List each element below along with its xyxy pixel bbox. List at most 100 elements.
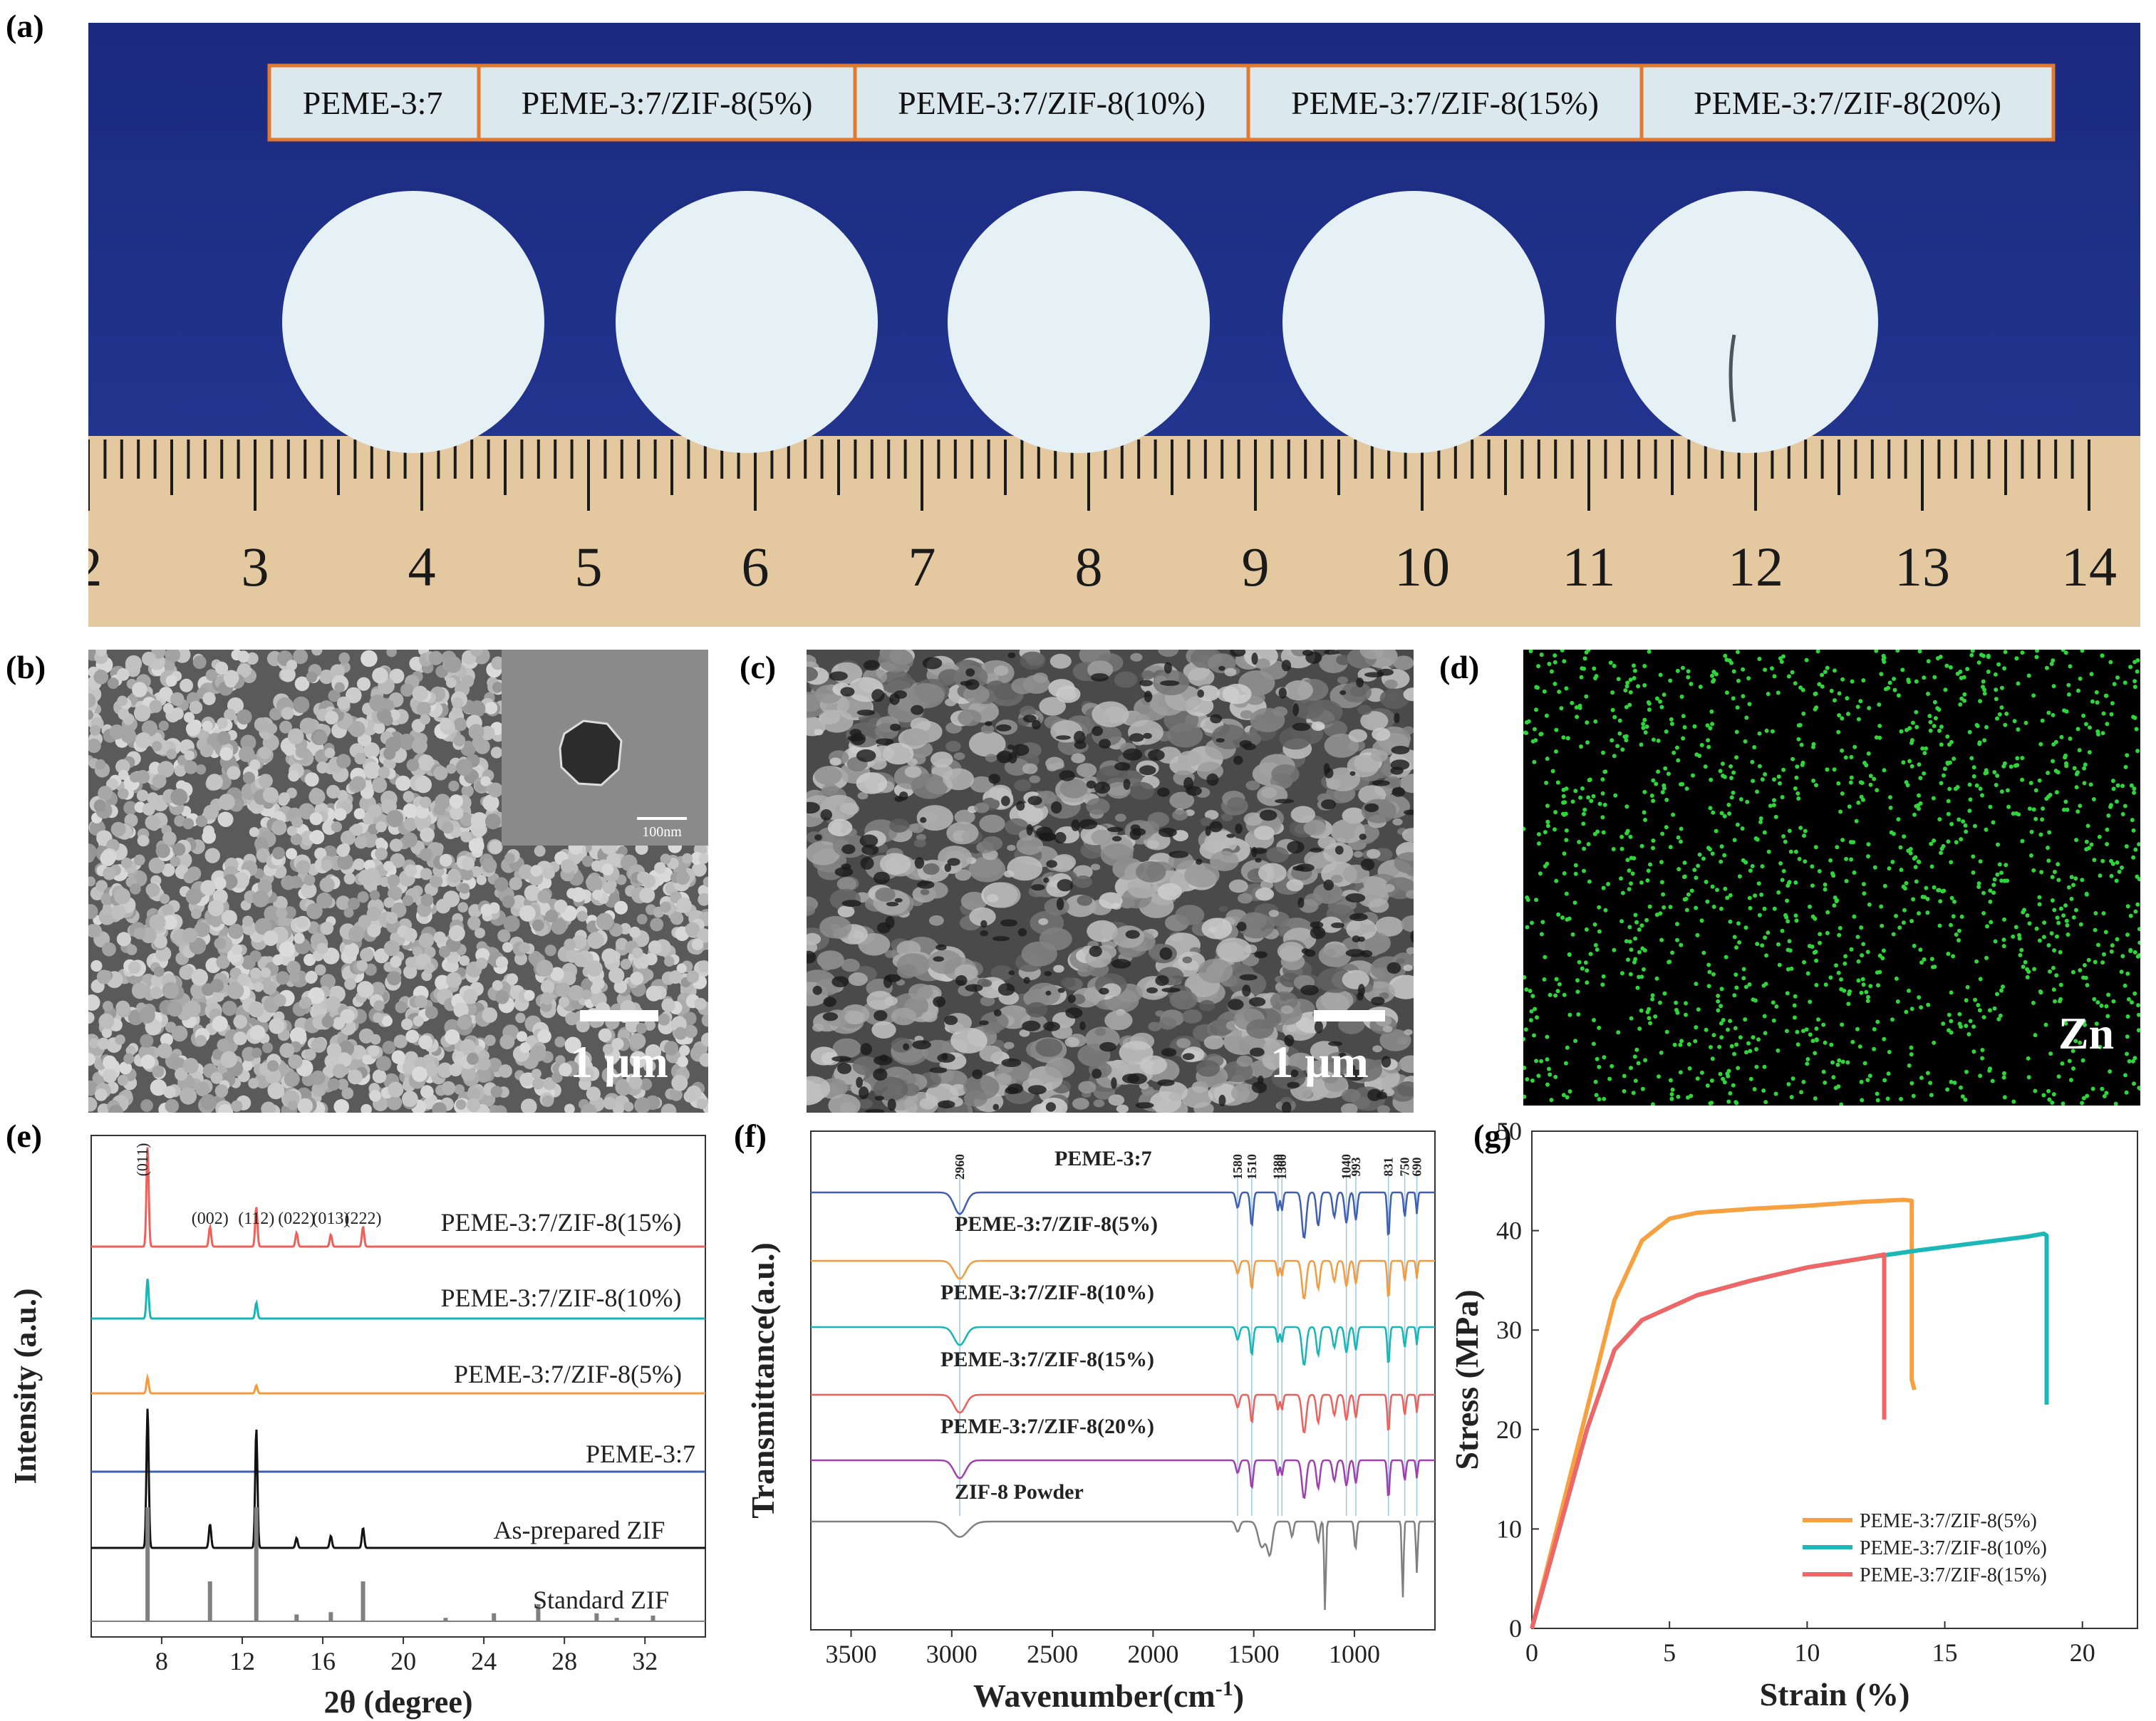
inset-scale-label: 100nm [642,824,682,840]
ss-ytick-label: 20 [1496,1415,1522,1444]
xrd-stick [254,1507,259,1621]
ss-ylabel: Stress (MPa) [1448,1289,1485,1470]
ruler-tick [2004,440,2007,495]
ruler-tick [637,440,641,479]
ruler-number: 5 [575,536,603,598]
ruler-tick [1020,440,1024,479]
ruler-tick [2054,440,2058,479]
ruler-tick [1620,440,1624,479]
ruler-tick [2071,440,2074,479]
ruler-tick [1554,440,1558,479]
ruler-tick [270,440,274,479]
ruler-tick [187,440,190,479]
xrd-series-line [91,1147,705,1248]
xrd-tick-label: 12 [229,1647,255,1675]
ruler [88,436,2140,627]
xrd-peak-label: (112) [238,1210,274,1228]
ss-legend-label: PEME-3:7/ZIF-8(5%) [1860,1510,2037,1532]
ruler-tick [487,440,490,479]
ruler-tick [787,440,790,479]
ruler-number: 10 [1394,536,1450,598]
ftir-peak-label: 1040 [1339,1154,1354,1180]
ftir-frame [810,1130,1436,1631]
ruler-tick [1254,440,1257,511]
eds-map-zn: Zn [1523,650,2140,1106]
ruler-number: 8 [1075,536,1103,598]
ruler-tick [1320,440,1324,479]
ruler-tick [1270,440,1274,479]
ruler-tick [887,440,891,479]
membranes [282,191,1878,453]
ruler-tick [720,440,724,479]
ruler-tick [370,440,373,479]
ruler-tick [88,440,90,511]
ss-legend-label: PEME-3:7/ZIF-8(15%) [1860,1564,2047,1586]
xrd-stick [361,1581,366,1621]
ruler-tick [1187,440,1191,479]
ruler-tick [137,440,140,479]
ruler-tick [153,440,157,479]
ruler-tick [903,440,907,479]
ruler-tick [1504,440,1507,495]
ftir-peak-label: 2960 [953,1154,967,1180]
xrd-tick-label: 32 [632,1647,658,1675]
ftir-series-line [811,1393,1435,1434]
sem-image-c: 1 μm [807,650,1414,1113]
ruler-tick [1870,440,1874,479]
ftir-series-label: PEME-3:7/ZIF-8(5%) [955,1212,1158,1236]
ruler-tick [1987,440,1991,479]
ss-ytick-label: 0 [1509,1614,1522,1643]
ruler-tick [987,440,990,479]
xrd-peak-label: (002) [192,1210,229,1228]
ruler-tick [1070,440,1074,479]
ss-legend-label: PEME-3:7/ZIF-8(10%) [1860,1537,2047,1559]
ftir-tick-label: 1500 [1228,1640,1280,1668]
ss-ytick-label: 50 [1496,1117,1522,1145]
panel-label-e: (e) [6,1118,43,1154]
ruler-tick [603,440,607,479]
ruler-tick [170,440,173,495]
ftir-tick-label: 2500 [1027,1640,1078,1668]
ruler-tick [921,440,923,511]
xrd-tick-label: 24 [471,1647,497,1675]
ruler-tick [1721,440,1724,479]
inset-scale-bar [637,817,687,820]
xrd-stick [328,1612,333,1621]
scale-bar-c [1314,1010,1385,1021]
ruler-tick [1820,440,1824,479]
ruler-tick [620,440,623,479]
ruler-tick [1004,440,1007,495]
ss-xtick-label: 20 [2070,1638,2095,1667]
xrd-series-label: Standard ZIF [533,1586,669,1614]
ruler-tick [286,440,290,479]
ruler-tick [1804,440,1808,479]
xrd-stick [536,1604,541,1621]
ruler-tick [1921,440,1924,511]
ruler-tick [1437,440,1441,479]
ruler-tick [937,440,940,479]
ruler-tick [203,440,207,479]
ruler-tick [754,440,757,511]
ruler-tick [1687,440,1691,479]
xrd-stick [145,1507,150,1621]
ruler-tick [1404,440,1407,479]
xrd-tick-label: 16 [310,1647,336,1675]
ruler-tick [237,440,240,479]
ss-xlabel: Strain (%) [1760,1676,1910,1712]
ftir-peak-label: 1580 [1230,1154,1245,1180]
ftir-tick-label: 1000 [1329,1640,1380,1668]
ftir-series-label: PEME-3:7 [1054,1147,1152,1170]
ruler-tick [1587,440,1590,511]
ruler-tick [337,440,340,495]
ruler-tick [1887,440,1891,479]
xrd-stick [492,1613,497,1621]
ruler-tick [1337,440,1340,495]
panel-label-c: (c) [740,649,777,685]
xrd-series-label: PEME-3:7 [586,1440,695,1468]
sample-label: PEME-3:7/ZIF-8(5%) [522,85,813,121]
scale-label-b: 1 μm [570,1036,668,1087]
ruler-tick [1054,440,1057,479]
xrd-stick [207,1581,212,1621]
ruler-ticks [88,440,2090,511]
sample-labels: PEME-3:7 PEME-3:7/ZIF-8(5%) PEME-3:7/ZIF-8… [267,63,2056,142]
